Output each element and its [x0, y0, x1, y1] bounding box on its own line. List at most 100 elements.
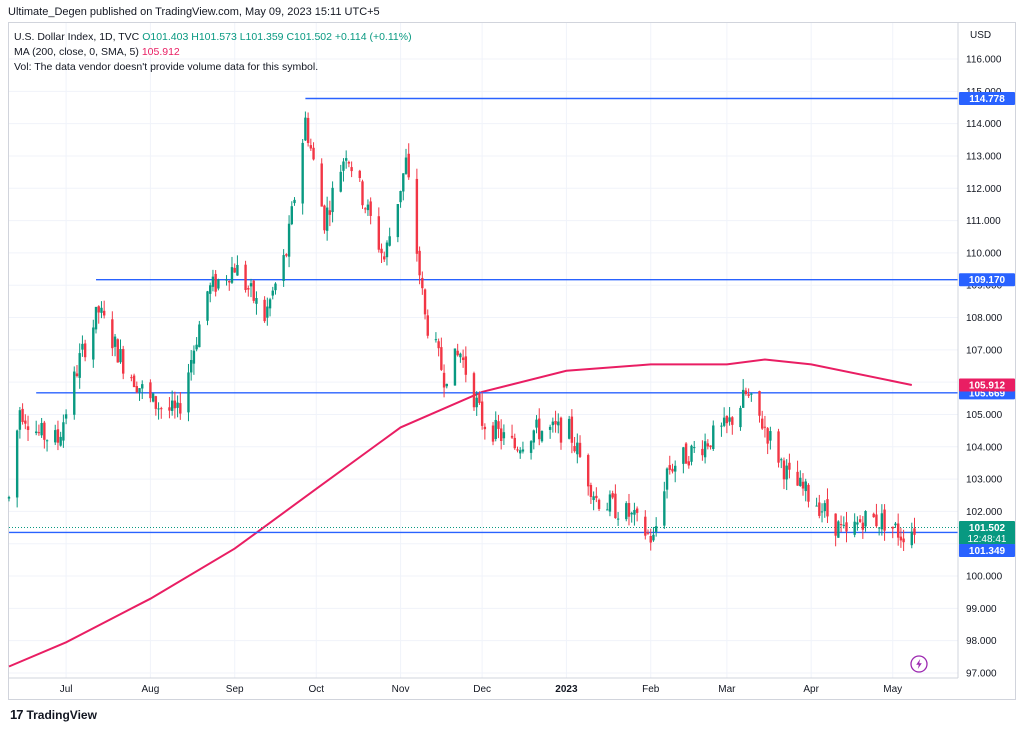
candle-body	[187, 372, 190, 413]
candle-body	[116, 339, 119, 363]
candle-body	[807, 484, 810, 502]
candle-body	[26, 426, 30, 430]
candle-body	[858, 519, 862, 522]
candle-body	[206, 291, 209, 321]
candle-body	[720, 425, 723, 427]
candle-body	[285, 254, 288, 256]
candle-body	[494, 419, 497, 439]
candle-body	[407, 153, 410, 178]
candle-body	[230, 267, 234, 283]
candle-body	[744, 390, 748, 395]
candle-body	[244, 264, 247, 290]
candle-body	[633, 509, 636, 515]
last-price-tag: 101.502	[969, 523, 1006, 534]
candle-body	[693, 447, 696, 449]
candle-body	[627, 503, 631, 517]
candle-body	[287, 223, 291, 257]
y-tick-label: 102.000	[966, 507, 1003, 518]
x-tick-label: 2023	[555, 684, 578, 695]
y-tick-label: 111.000	[966, 216, 1001, 227]
y-tick-label: 108.000	[966, 313, 1003, 324]
candle-body	[606, 509, 609, 511]
candle-body	[826, 499, 829, 517]
candle-body	[233, 267, 236, 273]
candle-body	[456, 350, 459, 356]
candle-body	[252, 280, 255, 301]
candle-body	[102, 310, 106, 316]
candle-body	[168, 407, 171, 411]
chart-frame[interactable]	[8, 22, 1016, 700]
candle-body	[249, 283, 253, 287]
candle-body	[654, 526, 658, 532]
candle-body	[497, 421, 500, 429]
candle-body	[644, 516, 647, 536]
candle-body	[864, 510, 867, 527]
candle-body	[423, 289, 427, 315]
candle-body	[347, 162, 351, 164]
candle-body	[195, 344, 198, 350]
candle-body	[282, 255, 285, 281]
candle-body	[499, 428, 503, 441]
candle-body	[722, 417, 726, 426]
ma-tag: 105.912	[969, 381, 1006, 392]
candle-body	[434, 339, 438, 341]
y-tick-label: 113.000	[966, 151, 1002, 162]
x-tick-label: Nov	[392, 684, 410, 695]
candle-body	[312, 147, 315, 160]
candle-body	[209, 285, 212, 294]
candle-body	[97, 306, 100, 313]
candle-body	[796, 471, 799, 486]
tradingview-logo-icon: 17	[10, 707, 24, 722]
candle-body	[731, 417, 734, 425]
candle-body	[440, 347, 443, 370]
candle-body	[62, 422, 65, 441]
candle-body	[157, 408, 160, 410]
candle-body	[837, 521, 840, 538]
level-tag: 114.778	[969, 94, 1005, 105]
candle-body	[421, 277, 424, 289]
candle-body	[396, 204, 400, 238]
candle-body	[529, 441, 533, 453]
candle-body	[682, 447, 685, 464]
candle-body	[361, 181, 364, 206]
y-tick-label: 116.000	[966, 55, 1002, 66]
candle-body	[247, 288, 250, 290]
candle-body	[652, 534, 655, 541]
candle-body	[597, 499, 601, 509]
candle-body	[646, 532, 650, 534]
candle-body	[709, 445, 712, 448]
candle-body	[160, 408, 163, 410]
high-value: H101.573	[191, 31, 237, 43]
candle-body	[684, 443, 688, 464]
symbol-line: U.S. Dollar Index, 1D, TVC O101.403 H101…	[14, 30, 412, 45]
candle-body	[369, 201, 372, 216]
candle-body	[891, 526, 894, 529]
candle-body	[461, 357, 465, 361]
tradingview-logo[interactable]: 17 TradingView	[10, 707, 97, 722]
candle-body	[173, 400, 177, 409]
alert-icon[interactable]	[910, 655, 928, 673]
horizontal-levels[interactable]	[9, 97, 958, 534]
last-price-tag-bg	[959, 521, 1015, 546]
candle-body	[301, 142, 304, 204]
candle-body	[81, 343, 84, 350]
ma-line: MA (200, close, 0, SMA, 5) 105.912	[14, 45, 412, 60]
candle-body	[573, 446, 576, 452]
candle-body	[576, 442, 579, 455]
candle-body	[483, 426, 487, 430]
ma-tag-bg	[959, 378, 1015, 392]
level-tag: 101.349	[969, 546, 1006, 557]
price-chart[interactable]: 116.000115.000114.000113.000112.000111.0…	[0, 0, 1024, 700]
candle-body	[459, 353, 462, 358]
candle-body	[404, 157, 408, 174]
candle-body	[331, 187, 334, 213]
candle-body	[823, 503, 826, 512]
candle-body	[758, 391, 761, 416]
candle-body	[151, 393, 155, 402]
candle-body	[894, 523, 897, 526]
x-tick-label: Feb	[642, 684, 660, 695]
candle-body	[304, 117, 307, 141]
candle-body	[45, 440, 49, 442]
change-value: +0.114 (+0.11%)	[334, 31, 412, 43]
candle-body	[179, 403, 182, 414]
